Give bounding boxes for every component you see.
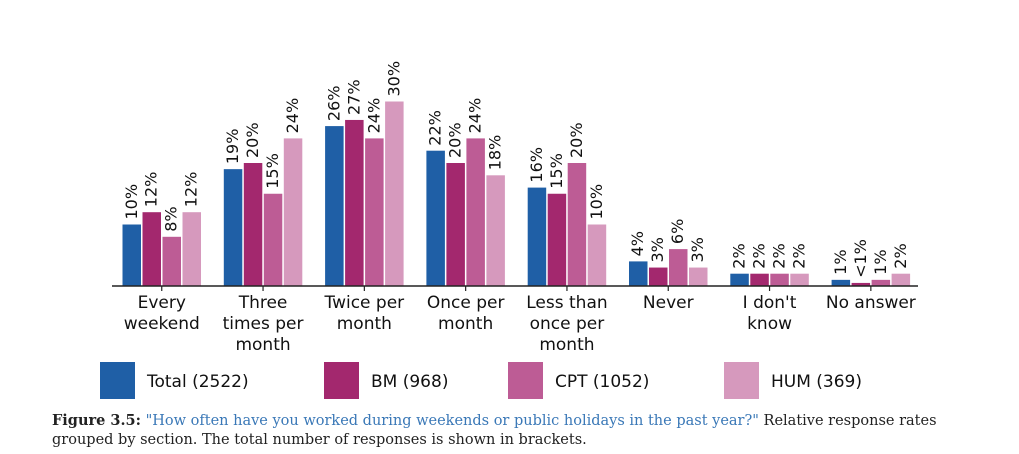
data-label: 12% <box>142 172 161 208</box>
legend-label: CPT (1052) <box>555 372 649 392</box>
bars-group <box>122 101 911 286</box>
x-tick-label: Twice per <box>324 293 405 313</box>
x-tick-label: I don't <box>743 293 797 313</box>
bar <box>182 212 201 286</box>
x-tick-label: Three <box>238 293 288 313</box>
bar <box>486 175 505 286</box>
x-tick-label: Less than <box>526 293 607 313</box>
data-label: 8% <box>162 206 181 231</box>
x-tick-label: month <box>337 314 392 334</box>
bar <box>730 273 749 286</box>
bar <box>567 163 587 286</box>
x-tick-label: Once per <box>427 293 505 313</box>
caption-description: Relative response rates grouped by secti… <box>52 413 937 448</box>
legend-label: Total (2522) <box>146 372 249 392</box>
x-tick-label: No answer <box>826 293 916 313</box>
data-label: 2% <box>770 243 789 268</box>
data-label: 20% <box>243 122 262 158</box>
bar <box>426 150 445 286</box>
bar <box>547 193 567 286</box>
data-label: 24% <box>283 98 302 134</box>
bar <box>750 273 769 286</box>
data-label: 2% <box>750 243 769 268</box>
data-label: 24% <box>466 98 485 134</box>
x-tick-label: times per <box>223 314 304 334</box>
bar <box>365 138 384 286</box>
bar <box>770 273 789 286</box>
data-label: 2% <box>891 243 910 268</box>
data-label: 10% <box>122 184 141 220</box>
value-labels-group: 10% 12%8%12%19% 20%15%24% 26% 27%24%30%22% 20… <box>122 61 910 278</box>
data-label: 3% <box>688 237 707 262</box>
bar <box>263 193 283 286</box>
bar-chart: 10% 12%8%12%19% 20%15%24% 26% 27%24%30%22% 20… <box>100 61 918 399</box>
data-label: 10% <box>587 184 606 220</box>
data-label: 27% <box>344 79 363 115</box>
data-label: 20% <box>567 122 586 158</box>
legend-swatch <box>508 362 543 399</box>
legend: Total (2522) BM (968) CPT (1052) HUM (369) <box>100 362 862 399</box>
x-tick-label: know <box>747 314 792 334</box>
bar <box>243 163 263 286</box>
figure-caption: Figure 3.5: "How often have you worked d… <box>52 411 992 450</box>
caption-question: "How often have you worked during weeken… <box>145 413 759 429</box>
bar <box>283 138 303 286</box>
data-label: 12% <box>182 172 201 208</box>
bar <box>122 224 141 286</box>
data-label: 1% <box>871 249 890 274</box>
x-tick-label: month <box>235 335 290 355</box>
bar <box>587 224 607 286</box>
data-label: 15% <box>547 153 566 189</box>
data-label: 22% <box>426 110 445 146</box>
data-label: 3% <box>648 237 667 262</box>
x-tick-label: once per <box>530 314 605 334</box>
bar <box>871 279 891 286</box>
data-label: 24% <box>364 98 383 134</box>
bar <box>223 169 243 286</box>
bar <box>446 163 465 286</box>
legend-label: BM (968) <box>371 372 448 392</box>
bar <box>345 119 364 286</box>
x-ticks-group <box>161 286 872 291</box>
data-label: <1% <box>851 239 870 278</box>
data-label: 20% <box>446 122 465 158</box>
x-tick-label: Every <box>138 293 186 313</box>
bar <box>790 273 809 286</box>
x-tick-label: Never <box>643 293 694 313</box>
bar <box>162 236 181 286</box>
data-label: 19% <box>223 129 242 165</box>
caption-figure-number: Figure 3.5: <box>52 412 141 429</box>
legend-swatch <box>324 362 359 399</box>
bar <box>325 126 344 286</box>
data-label: 18% <box>486 135 505 171</box>
bar <box>385 101 404 286</box>
bar <box>142 212 161 286</box>
bar <box>649 267 668 286</box>
bar <box>466 138 485 286</box>
data-label: 16% <box>527 147 546 183</box>
data-label: 2% <box>790 243 809 268</box>
x-tick-label: weekend <box>124 314 200 334</box>
data-label: 1% <box>831 249 850 274</box>
bar <box>669 249 688 286</box>
data-label: 6% <box>668 219 687 244</box>
bar <box>689 267 708 286</box>
data-label: 4% <box>628 231 647 256</box>
data-label: 2% <box>730 243 749 268</box>
bar <box>851 282 871 286</box>
legend-swatch <box>724 362 759 399</box>
bar <box>891 273 911 286</box>
bar <box>527 187 547 286</box>
bar <box>831 279 851 286</box>
data-label: 26% <box>324 86 343 122</box>
bar <box>629 261 648 286</box>
x-tick-label: month <box>438 314 493 334</box>
data-label: 30% <box>384 61 403 97</box>
legend-swatch <box>100 362 135 399</box>
legend-label: HUM (369) <box>771 372 862 392</box>
data-label: 15% <box>263 153 282 189</box>
x-tick-label: month <box>539 335 594 355</box>
